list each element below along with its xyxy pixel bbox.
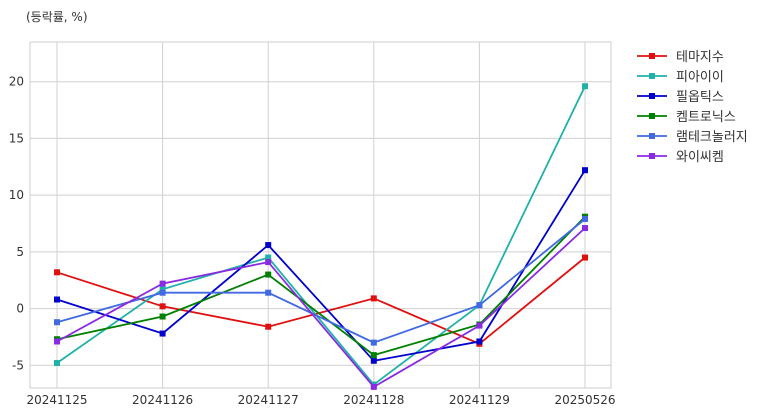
series-line-3: [56, 169, 586, 362]
y-tick-label: 15: [9, 131, 24, 145]
legend-label: 필옵틱스: [676, 90, 724, 105]
data-point: [265, 242, 272, 249]
legend-marker: [649, 53, 655, 59]
legend-marker: [649, 93, 655, 99]
x-tick-label: 20241128: [343, 393, 404, 407]
data-point: [582, 167, 588, 174]
series-line-2: [56, 85, 586, 386]
data-point: [54, 269, 60, 276]
x-tick-label: 20241129: [449, 393, 510, 407]
data-point: [265, 271, 272, 278]
plot-area: [29, 41, 612, 389]
x-tick-label: 20241125: [26, 393, 87, 407]
legend-label: 램테크놀러지: [676, 130, 748, 145]
data-point: [370, 339, 377, 346]
data-point: [159, 303, 166, 310]
data-point: [476, 322, 483, 329]
data-point: [370, 383, 377, 390]
y-tick-label: 10: [9, 188, 24, 202]
legend-marker: [649, 133, 655, 139]
data-point: [159, 280, 166, 287]
data-point: [159, 289, 166, 296]
data-point: [54, 360, 60, 367]
data-point: [265, 259, 272, 266]
y-tick-label: 5: [16, 245, 24, 259]
data-point: [265, 323, 272, 330]
x-tick-label: 20241127: [238, 393, 299, 407]
data-point: [159, 330, 166, 337]
x-tick-label: 20241126: [132, 393, 193, 407]
data-point: [54, 319, 60, 326]
y-unit-label: (등락률, %): [26, 10, 88, 24]
legend-label: 피아이이: [676, 70, 724, 85]
data-point: [265, 254, 272, 261]
series-line-5: [56, 218, 586, 344]
series-line-6: [56, 227, 586, 389]
legend-marker: [649, 113, 655, 119]
legend-marker: [649, 153, 655, 159]
data-point: [582, 83, 588, 90]
legend-label: 테마지수: [676, 50, 724, 65]
data-point: [476, 338, 483, 345]
legend-marker: [649, 73, 655, 79]
x-tick-label: 20250526: [554, 393, 615, 407]
data-point: [582, 254, 588, 261]
data-point: [582, 215, 588, 222]
data-point: [54, 296, 60, 303]
data-point: [370, 295, 377, 302]
data-point: [476, 302, 483, 309]
data-point: [370, 357, 377, 364]
data-point: [265, 289, 272, 296]
data-point: [582, 225, 588, 232]
data-point: [159, 313, 166, 320]
legend-label: 켐트로닉스: [676, 110, 736, 125]
y-tick-label: -5: [12, 358, 24, 372]
y-tick-label: 20: [9, 75, 24, 89]
y-tick-label: 0: [16, 302, 24, 316]
data-point: [54, 338, 60, 345]
data-point: [370, 352, 377, 359]
data-point: [159, 286, 166, 293]
legend-label: 와이씨켐: [676, 150, 724, 165]
series-line-4: [56, 216, 586, 357]
